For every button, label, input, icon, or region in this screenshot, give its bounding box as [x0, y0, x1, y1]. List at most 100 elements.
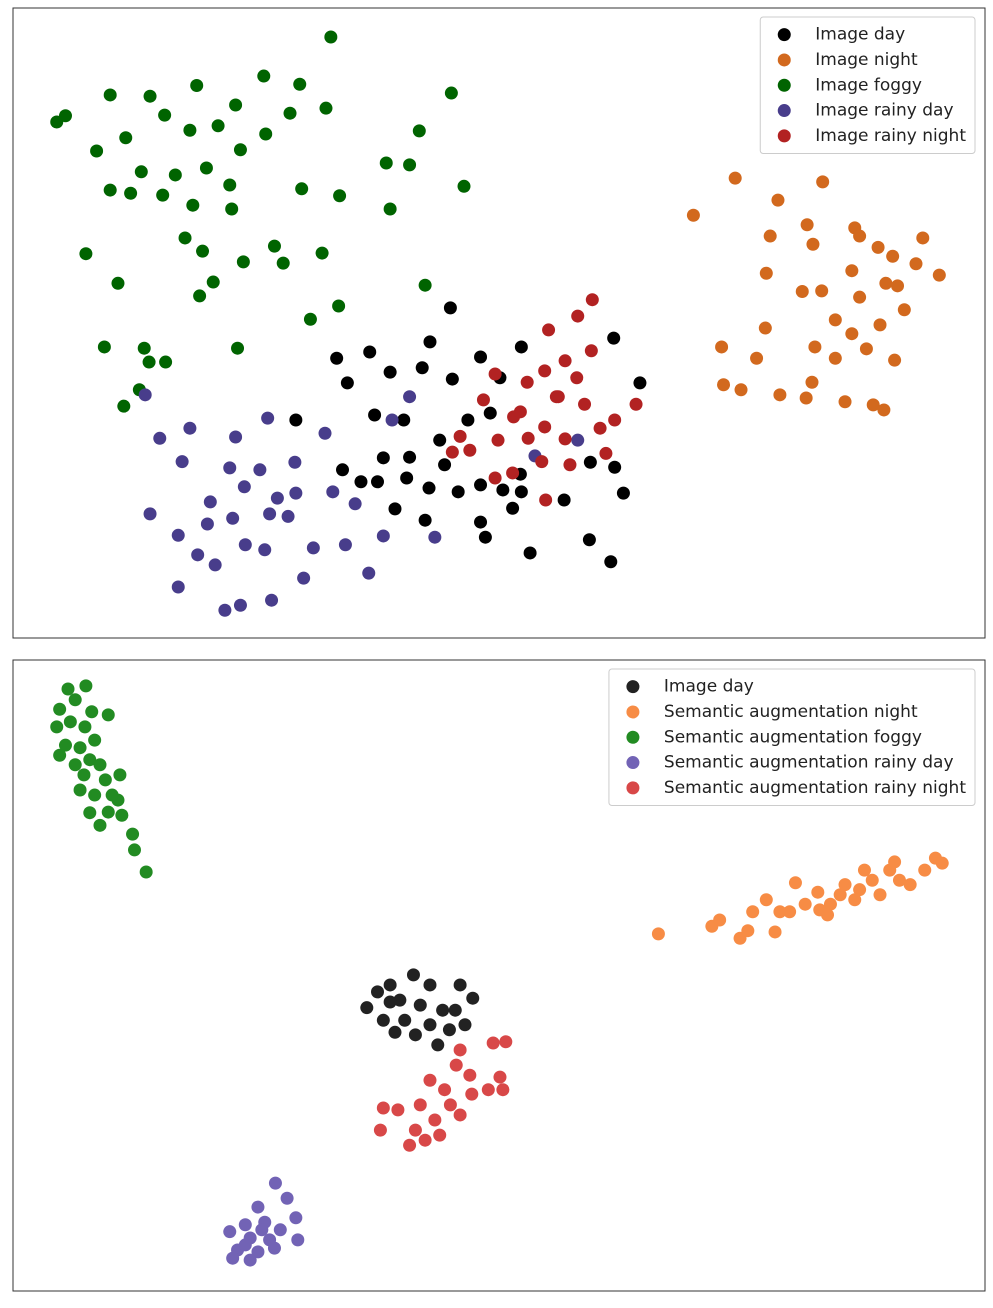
point — [551, 390, 565, 404]
point — [376, 1013, 390, 1027]
point — [788, 876, 802, 890]
point — [83, 753, 97, 767]
point — [113, 768, 127, 782]
point — [332, 299, 346, 313]
point — [211, 119, 225, 133]
point — [79, 679, 93, 693]
point — [795, 285, 809, 298]
point — [191, 548, 205, 562]
point — [570, 371, 584, 385]
point — [715, 340, 729, 354]
point — [336, 463, 350, 477]
point — [139, 865, 153, 879]
point — [225, 202, 239, 216]
point — [193, 289, 207, 303]
point — [918, 863, 932, 877]
point — [333, 189, 347, 203]
point — [558, 354, 572, 368]
point — [935, 856, 949, 870]
point — [888, 855, 902, 869]
point — [183, 421, 197, 435]
point — [828, 313, 842, 327]
point — [491, 433, 505, 447]
point — [422, 481, 436, 495]
point — [270, 491, 284, 505]
point — [306, 541, 320, 555]
point — [400, 471, 414, 485]
point — [105, 788, 119, 802]
point — [206, 275, 220, 289]
point — [58, 109, 72, 123]
point — [373, 1123, 387, 1137]
legend: Image day Image night Image foggy Image rai… — [759, 16, 976, 154]
point — [58, 738, 72, 752]
point — [879, 276, 893, 290]
point — [371, 985, 384, 999]
point — [85, 705, 99, 719]
point — [521, 431, 535, 445]
point — [816, 175, 830, 189]
plot: Image day Semantic augmentation night Sema… — [12, 659, 986, 1292]
point — [158, 108, 172, 122]
point — [88, 788, 102, 802]
point — [451, 485, 465, 499]
point — [200, 517, 214, 531]
point — [823, 897, 837, 911]
point — [538, 364, 552, 378]
point — [403, 158, 417, 172]
point — [542, 323, 556, 337]
point — [892, 873, 906, 887]
point — [799, 391, 813, 405]
point — [289, 486, 303, 500]
point — [916, 231, 930, 245]
point — [583, 455, 597, 469]
point — [442, 1023, 456, 1037]
point — [888, 353, 902, 367]
point — [379, 156, 393, 170]
point — [280, 1191, 294, 1205]
legend-marker — [626, 705, 640, 719]
point — [538, 420, 552, 434]
point — [265, 593, 279, 607]
point — [393, 993, 407, 1007]
point — [223, 178, 237, 192]
point — [582, 533, 596, 547]
point — [506, 466, 520, 480]
point — [571, 309, 585, 323]
point — [338, 538, 352, 552]
point — [496, 483, 510, 497]
point — [443, 1098, 457, 1112]
point — [73, 741, 87, 755]
point — [443, 301, 457, 315]
point — [408, 1123, 422, 1137]
point — [93, 818, 107, 832]
point — [68, 693, 82, 707]
point — [838, 878, 852, 892]
point — [463, 1068, 477, 1082]
point — [768, 925, 782, 939]
point — [231, 341, 245, 355]
point — [93, 758, 107, 772]
point — [865, 873, 879, 887]
point — [291, 1233, 305, 1247]
point — [891, 279, 905, 293]
point — [403, 390, 417, 404]
point — [53, 702, 67, 716]
point — [258, 543, 272, 557]
point — [773, 905, 787, 919]
point — [196, 244, 210, 258]
point — [303, 312, 317, 326]
point — [388, 502, 402, 516]
point — [418, 278, 432, 292]
point — [585, 293, 599, 307]
point — [68, 758, 82, 772]
point — [236, 255, 250, 269]
legend-marker — [777, 129, 791, 143]
point — [257, 69, 271, 83]
point — [853, 229, 867, 243]
point — [281, 509, 295, 523]
point — [608, 413, 622, 427]
point — [159, 355, 173, 369]
point — [223, 1225, 237, 1239]
